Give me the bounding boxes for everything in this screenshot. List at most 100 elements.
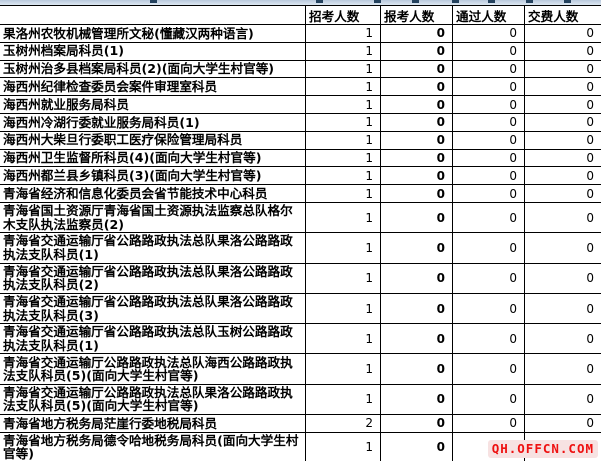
pass-count-cell[interactable]: 0	[452, 354, 524, 384]
position-title-cell[interactable]: 果洛州农牧机械管理所文秘(懂藏汉两种语言)	[0, 25, 305, 42]
apply-count-cell[interactable]: 0	[380, 113, 452, 131]
position-title-cell[interactable]: 青海省经济和信息化委员会省节能技术中心科员	[0, 185, 305, 202]
pass-count-cell[interactable]: 0	[452, 96, 524, 113]
recruit-count-cell[interactable]: 1	[305, 185, 380, 202]
pass-count-cell[interactable]: 0	[452, 263, 524, 293]
position-title-cell[interactable]: 青海省交通运输厅省公路路政执法总队果洛公路路政执法支队科员(3)	[0, 294, 305, 323]
position-title-cell[interactable]: 海西州大柴旦行委职工医疗保险管理局科员	[0, 132, 305, 149]
apply-count-cell[interactable]: 0	[380, 293, 452, 324]
pay-count-cell[interactable]: 0	[524, 354, 601, 384]
apply-count-cell[interactable]: 0	[380, 354, 452, 384]
pass-count-cell[interactable]: 0	[452, 324, 524, 354]
recruit-count-cell[interactable]: 1	[305, 293, 380, 324]
apply-count-cell[interactable]: 0	[380, 432, 452, 461]
position-title-cell[interactable]: 玉树州治多县档案局科员(2)(面向大学生村官等)	[0, 61, 305, 78]
pay-count-cell[interactable]: 0	[524, 113, 601, 131]
position-title-header-cell[interactable]	[0, 6, 305, 24]
pass-count-cell[interactable]: 0	[452, 149, 524, 167]
position-title-cell[interactable]: 青海省交通运输厅省公路路政执法总队果洛公路路政执法支队科员(2)	[0, 264, 305, 293]
pay-count-cell[interactable]: 0	[524, 131, 601, 149]
pay-count-cell[interactable]: 0	[524, 96, 601, 113]
recruit-count-cell[interactable]: 1	[305, 25, 380, 42]
recruit-count-cell[interactable]: 1	[305, 324, 380, 354]
apply-count-cell[interactable]: 0	[380, 42, 452, 60]
pass-count-cell[interactable]: 0	[452, 233, 524, 263]
recruit-count-cell[interactable]: 1	[305, 202, 380, 233]
pay-count-cell[interactable]: 0	[524, 293, 601, 324]
apply-count-cell[interactable]: 0	[380, 25, 452, 42]
position-title-cell[interactable]: 青海省地方税务局德令哈地税务局科员(面向大学生村官等)	[0, 433, 305, 461]
pass-count-cell[interactable]: 0	[452, 185, 524, 202]
pay-count-cell[interactable]: 0	[524, 78, 601, 96]
apply-count-cell[interactable]: 0	[380, 233, 452, 263]
apply-count-cell[interactable]: 0	[380, 96, 452, 113]
apply-count-cell[interactable]: 0	[380, 131, 452, 149]
pass-count-cell[interactable]: 0	[452, 202, 524, 233]
apply-count-cell[interactable]: 0	[380, 167, 452, 185]
recruit-count-cell[interactable]: 1	[305, 113, 380, 131]
pass-count-cell[interactable]: 0	[452, 167, 524, 185]
position-title-cell[interactable]: 海西州就业服务局科员	[0, 96, 305, 113]
pass-count-cell[interactable]: 0	[452, 60, 524, 78]
pass-count-cell[interactable]: 0	[452, 293, 524, 324]
pay-count-cell[interactable]: 0	[524, 233, 601, 263]
apply-count-cell[interactable]: 0	[380, 384, 452, 415]
recruit-count-cell[interactable]: 1	[305, 78, 380, 96]
pass-count-cell[interactable]: 0	[452, 25, 524, 42]
pay-count-cell[interactable]: 0	[524, 415, 601, 432]
column-header-apply-count[interactable]: 报考人数	[380, 6, 452, 24]
position-title-cell[interactable]: 海西州纪律检查委员会案件审理室科员	[0, 78, 305, 95]
position-title-cell[interactable]: 青海省交通运输厅公路路政执法总队果洛公路路政执法支队科员(5)(面向大学生村官等…	[0, 385, 305, 414]
pay-count-cell[interactable]: 0	[524, 25, 601, 42]
position-title-cell[interactable]: 青海省国土资源厅青海省国土资源执法监察总队格尔木支队执法监察员(2)	[0, 203, 305, 232]
column-header-pass-count[interactable]: 通过人数	[452, 6, 524, 24]
position-title-cell[interactable]: 海西州卫生监督所科员(4)(面向大学生村官等)	[0, 150, 305, 167]
pay-count-cell[interactable]: 0	[524, 202, 601, 233]
column-header-recruit-count[interactable]: 招考人数	[305, 6, 380, 24]
recruit-count-cell[interactable]: 1	[305, 233, 380, 263]
pass-count-cell[interactable]: 0	[452, 131, 524, 149]
pass-count-cell[interactable]: 0	[452, 42, 524, 60]
recruit-count-cell[interactable]: 1	[305, 432, 380, 461]
position-title-cell-text: 青海省交通运输厅公路路政执法总队果洛公路路政执法支队科员(5)(面向大学生村官等…	[3, 384, 293, 414]
recruit-count-cell[interactable]: 1	[305, 131, 380, 149]
recruit-count-cell[interactable]: 1	[305, 60, 380, 78]
apply-count-cell[interactable]: 0	[380, 78, 452, 96]
pay-count-cell[interactable]: 0	[524, 185, 601, 202]
apply-count-cell[interactable]: 0	[380, 149, 452, 167]
apply-count-cell[interactable]: 0	[380, 415, 452, 432]
apply-count-cell[interactable]: 0	[380, 185, 452, 202]
recruit-count-cell[interactable]: 1	[305, 42, 380, 60]
apply-count-cell[interactable]: 0	[380, 202, 452, 233]
position-title-cell[interactable]: 青海省交通运输厅省公路路政执法总队果洛公路路政执法支队科员(1)	[0, 233, 305, 262]
position-title-cell-text: 青海省交通运输厅省公路路政执法总队果洛公路路政执法支队科员(1)	[3, 233, 293, 262]
pass-count-cell[interactable]: 0	[452, 415, 524, 432]
pay-count-cell[interactable]: 0	[524, 167, 601, 185]
pay-count-cell[interactable]: 0	[524, 384, 601, 415]
column-header-pay-count[interactable]: 交费人数	[524, 6, 601, 24]
recruit-count-cell[interactable]: 1	[305, 96, 380, 113]
recruit-count-cell[interactable]: 1	[305, 149, 380, 167]
recruit-count-cell[interactable]: 1	[305, 384, 380, 415]
pay-count-cell[interactable]: 0	[524, 42, 601, 60]
apply-count-cell[interactable]: 0	[380, 263, 452, 293]
pay-count-cell[interactable]: 0	[524, 60, 601, 78]
position-title-cell[interactable]: 青海省地方税务局茫崖行委地税局科员	[0, 415, 305, 432]
position-title-cell[interactable]: 海西州冷湖行委就业服务局科员(1)	[0, 114, 305, 131]
position-title-cell[interactable]: 海西州都兰县乡镇科员(3)(面向大学生村官等)	[0, 167, 305, 184]
pay-count-cell[interactable]: 0	[524, 324, 601, 354]
position-title-cell[interactable]: 青海省交通运输厅省公路路政执法总队玉树公路路政执法支队科员(1)	[0, 324, 305, 353]
apply-count-cell[interactable]: 0	[380, 324, 452, 354]
apply-count-cell[interactable]: 0	[380, 60, 452, 78]
pass-count-cell[interactable]: 0	[452, 384, 524, 415]
pay-count-cell[interactable]: 0	[524, 263, 601, 293]
pass-count-cell[interactable]: 0	[452, 113, 524, 131]
recruit-count-cell[interactable]: 1	[305, 263, 380, 293]
position-title-cell[interactable]: 青海省交通运输厅公路路政执法总队海西公路路政执法支队科员(5)(面向大学生村官等…	[0, 354, 305, 383]
pass-count-cell[interactable]: 0	[452, 78, 524, 96]
position-title-cell[interactable]: 玉树州档案局科员(1)	[0, 43, 305, 60]
recruit-count-cell[interactable]: 2	[305, 415, 380, 432]
pay-count-cell[interactable]: 0	[524, 149, 601, 167]
recruit-count-cell[interactable]: 1	[305, 167, 380, 185]
recruit-count-cell[interactable]: 1	[305, 354, 380, 384]
